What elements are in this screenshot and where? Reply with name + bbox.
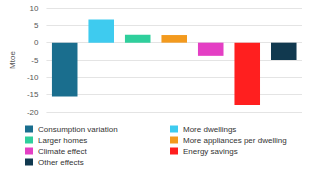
- svg-text:0: 0: [34, 38, 39, 47]
- svg-text:-15: -15: [27, 90, 39, 99]
- svg-text:5: 5: [34, 21, 39, 30]
- svg-text:Consumption variation: Consumption variation: [38, 125, 118, 134]
- svg-text:-10: -10: [27, 73, 39, 82]
- svg-text:Mtoe: Mtoe: [8, 51, 17, 69]
- svg-text:Energy savings: Energy savings: [183, 147, 238, 156]
- svg-text:Larger homes: Larger homes: [38, 136, 87, 145]
- svg-text:More appliances per dwelling: More appliances per dwelling: [183, 136, 287, 145]
- svg-text:-5: -5: [31, 56, 39, 65]
- svg-text:More dwellings: More dwellings: [183, 125, 236, 134]
- svg-text:10: 10: [30, 4, 39, 13]
- svg-text:Climate effect: Climate effect: [38, 147, 88, 156]
- svg-text:Other effects: Other effects: [38, 158, 84, 167]
- svg-text:-20: -20: [27, 108, 39, 117]
